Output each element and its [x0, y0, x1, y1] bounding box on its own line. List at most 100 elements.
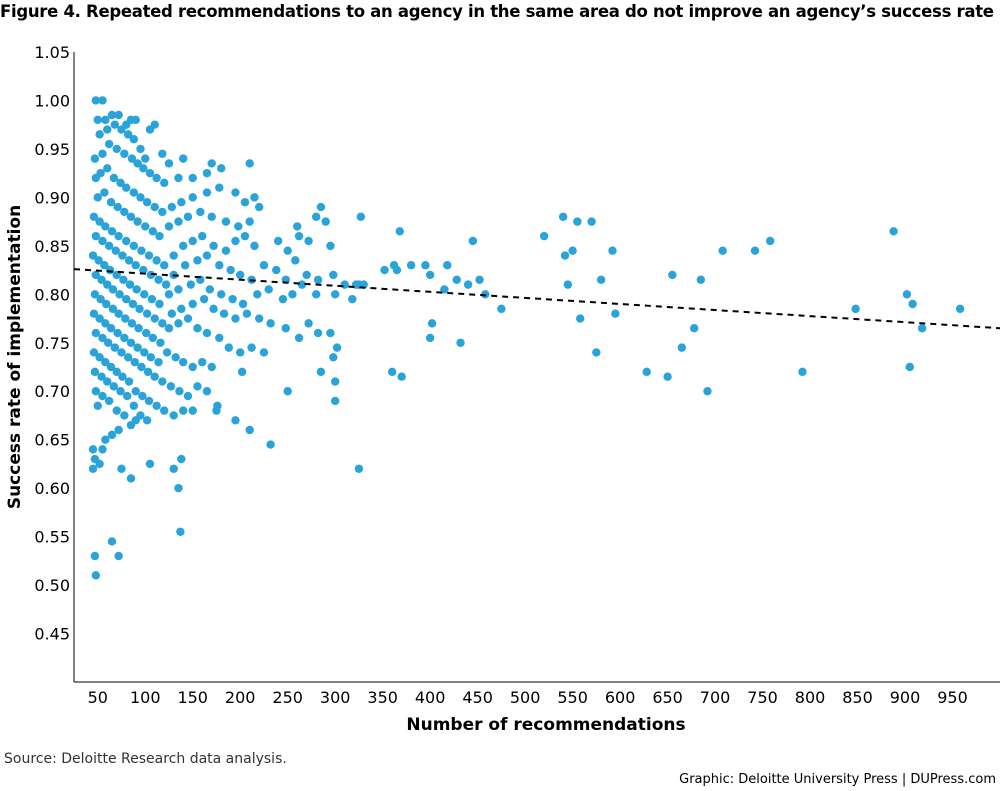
- data-point: [116, 387, 125, 396]
- data-point: [596, 275, 606, 284]
- data-point: [851, 304, 860, 314]
- data-point: [104, 139, 114, 149]
- data-point: [103, 164, 112, 173]
- data-point: [329, 353, 338, 362]
- x-tick-label: 50: [88, 688, 108, 707]
- data-point: [133, 159, 142, 168]
- data-point: [177, 454, 186, 464]
- data-point: [568, 246, 577, 255]
- data-point: [123, 130, 133, 139]
- x-tick-labels: 50 100 150 200 250 300 350 400 450 500 550 600 650 70…: [88, 688, 968, 707]
- data-point: [100, 261, 109, 270]
- data-point: [115, 290, 124, 299]
- data-point: [128, 299, 138, 309]
- data-point: [231, 416, 240, 425]
- data-point: [108, 304, 118, 314]
- data-point: [689, 324, 699, 333]
- data-point: [114, 231, 123, 241]
- data-point: [129, 241, 139, 251]
- data-point: [91, 96, 101, 105]
- data-point: [101, 115, 110, 125]
- data-point: [96, 168, 105, 178]
- data-point: [608, 246, 617, 255]
- data-point: [188, 193, 197, 202]
- data-point: [798, 367, 807, 377]
- data-point: [107, 430, 117, 440]
- data-point: [207, 159, 216, 168]
- data-point: [96, 294, 105, 304]
- data-point: [765, 236, 775, 246]
- data-point: [150, 372, 159, 381]
- data-point: [142, 416, 152, 425]
- x-tick-label: 700: [700, 688, 731, 707]
- y-axis-title: Success rate of implementation: [5, 205, 25, 509]
- y-tick-label: 0.55: [34, 528, 70, 547]
- data-point: [356, 212, 366, 221]
- x-tick-label: 250: [272, 688, 303, 707]
- data-point: [397, 372, 406, 381]
- data-point: [406, 261, 416, 270]
- y-tick-label: 1.05: [34, 43, 70, 62]
- x-axis-title: Number of recommendations: [406, 715, 685, 735]
- data-point: [236, 348, 245, 357]
- data-point: [425, 270, 435, 280]
- data-point: [119, 275, 128, 284]
- data-point: [183, 391, 193, 401]
- data-point: [158, 149, 167, 158]
- data-point: [196, 207, 205, 217]
- data-point: [139, 265, 148, 275]
- data-point: [576, 314, 585, 323]
- data-point: [497, 304, 506, 314]
- data-point: [221, 217, 231, 226]
- data-point: [150, 314, 159, 323]
- data-point: [141, 154, 150, 163]
- data-point: [240, 231, 250, 241]
- data-point: [217, 164, 226, 173]
- data-point: [587, 217, 596, 226]
- data-point: [164, 324, 174, 333]
- data-point: [95, 217, 104, 226]
- data-point: [129, 401, 139, 410]
- data-point: [133, 217, 142, 226]
- data-point: [188, 236, 197, 246]
- y-tick-label: 0.75: [34, 334, 70, 353]
- data-point: [288, 290, 297, 299]
- data-point: [291, 256, 300, 265]
- data-point: [117, 125, 126, 134]
- data-point: [242, 309, 252, 318]
- data-point: [95, 130, 104, 139]
- data-point: [107, 110, 117, 120]
- data-point: [330, 290, 340, 299]
- data-point: [215, 183, 224, 192]
- data-point: [440, 285, 449, 294]
- data-point: [129, 188, 139, 197]
- y-tick-label: 0.65: [34, 431, 70, 450]
- data-point: [329, 270, 338, 280]
- data-point: [169, 464, 178, 473]
- data-point: [114, 425, 123, 435]
- data-point: [558, 212, 568, 221]
- data-point: [98, 391, 107, 401]
- data-point: [902, 290, 912, 299]
- data-point: [110, 343, 120, 352]
- data-point: [155, 299, 164, 309]
- data-point: [228, 294, 237, 304]
- data-point: [283, 246, 292, 255]
- data-point: [304, 236, 313, 246]
- data-point: [198, 357, 207, 367]
- data-point: [221, 246, 231, 255]
- x-tick-label: 150: [177, 688, 208, 707]
- y-tick-label: 0.60: [34, 479, 70, 498]
- data-point: [95, 459, 104, 469]
- data-point: [174, 285, 183, 294]
- data-point: [158, 319, 167, 328]
- data-point: [281, 324, 290, 333]
- data-point: [226, 265, 235, 275]
- data-point: [101, 435, 110, 444]
- data-point: [161, 280, 171, 289]
- data-point: [122, 183, 131, 192]
- x-tick-label: 900: [890, 688, 921, 707]
- data-point: [179, 357, 188, 367]
- data-point: [131, 115, 140, 125]
- data-point: [253, 290, 262, 299]
